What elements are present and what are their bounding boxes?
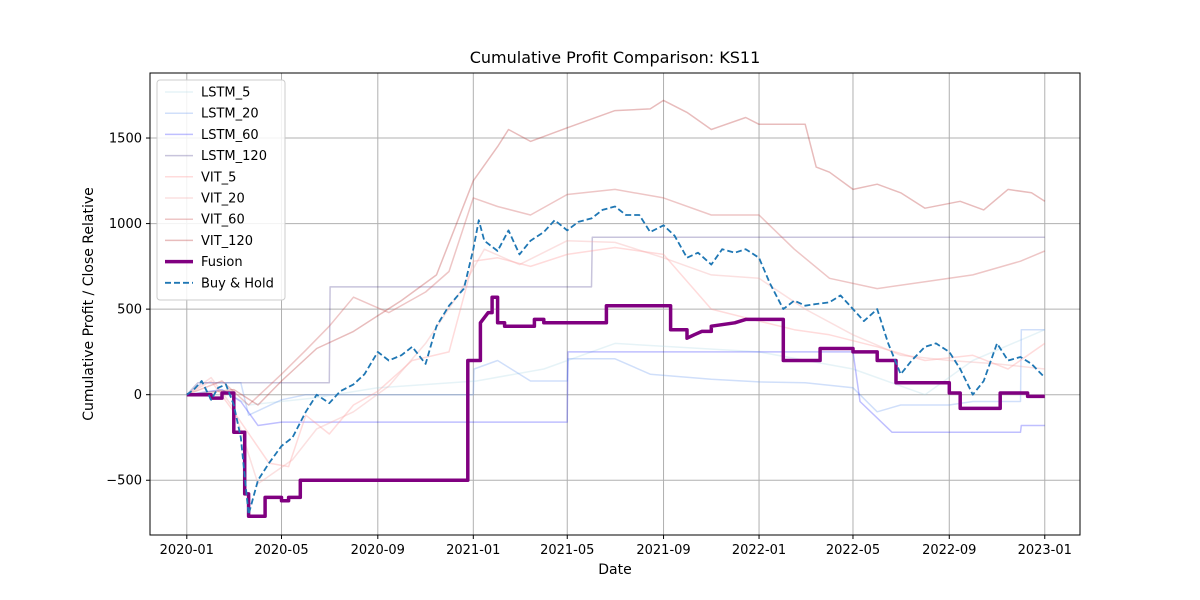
series-line-lstm-120	[186, 236, 1045, 396]
series-line-vit-5	[186, 246, 1046, 468]
x-tick-label: 2021-01	[446, 543, 500, 558]
legend-label: LSTM_20	[201, 107, 259, 122]
series-line-fusion	[186, 295, 1045, 518]
x-tick-label: 2023-01	[1018, 543, 1072, 558]
plot-area: 2020-01 2020-05 2020-09 2021-01 2021-05 2021-…	[106, 72, 1081, 558]
series-line-lstm-60	[186, 351, 1045, 434]
x-axis-label: Date	[598, 562, 631, 578]
y-tick-label: −500	[106, 474, 142, 489]
x-tick-label: 2022-05	[826, 543, 880, 558]
legend-label: Buy & Hold	[201, 276, 274, 291]
chart-title: Cumulative Profit Comparison: KS11	[470, 48, 761, 67]
legend-box	[156, 79, 286, 301]
y-tick-label: 1500	[109, 132, 142, 147]
y-axis-label: Cumulative Profit / Close Relative	[81, 187, 97, 421]
y-tick-label: 1000	[109, 217, 142, 232]
plot-frame	[149, 72, 1081, 536]
legend-label: LSTM_120	[201, 149, 267, 164]
series-line-lstm-20	[186, 328, 1045, 416]
x-tick-label: 2020-01	[160, 543, 214, 558]
series-layer	[186, 99, 1046, 518]
legend-label: VIT_20	[201, 192, 245, 207]
series-line-buy-hold	[186, 205, 1046, 516]
legend: LSTM_5 LSTM_20 LSTM_60 LSTM_120 VIT_5 VIT_20 V…	[156, 79, 286, 301]
y-tick-label: 0	[134, 388, 142, 403]
series-line-vit-60	[186, 188, 1046, 406]
axis-ticks: 2020-01 2020-05 2020-09 2021-01 2021-05 2021-…	[106, 132, 1072, 558]
x-tick-label: 2021-05	[540, 543, 594, 558]
x-tick-label: 2022-09	[922, 543, 976, 558]
legend-label: LSTM_5	[201, 86, 250, 101]
legend-label: VIT_120	[201, 234, 253, 249]
legend-label: Fusion	[201, 255, 243, 270]
x-tick-label: 2020-05	[254, 543, 308, 558]
legend-label: LSTM_60	[201, 128, 259, 143]
series-line-vit-120	[186, 99, 1046, 406]
legend-label: VIT_60	[201, 213, 245, 228]
x-tick-label: 2021-09	[636, 543, 690, 558]
y-tick-label: 500	[117, 303, 142, 318]
x-tick-label: 2020-09	[351, 543, 405, 558]
legend-label: VIT_5	[201, 170, 236, 185]
series-line-lstm-5	[186, 329, 1046, 406]
x-tick-label: 2022-01	[732, 543, 786, 558]
series-line-vit-20	[186, 239, 1045, 485]
gridlines	[150, 73, 1080, 535]
